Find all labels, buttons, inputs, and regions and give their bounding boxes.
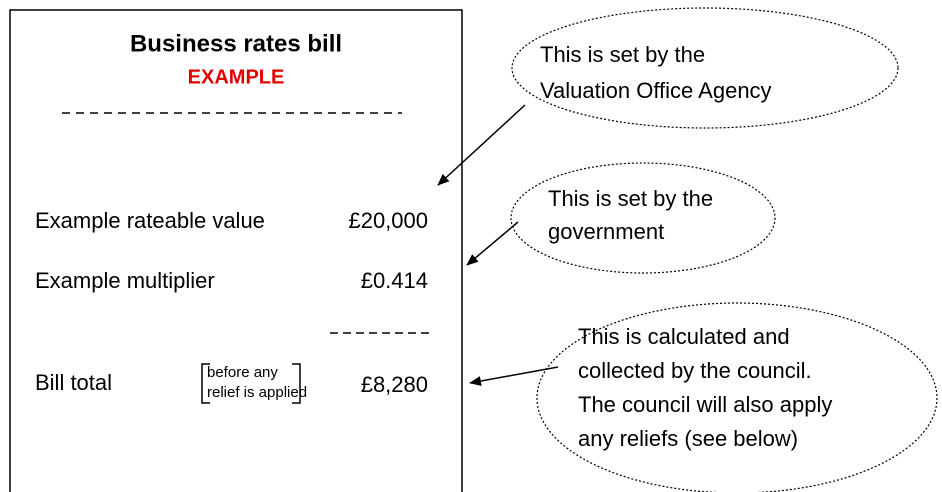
total-value: £8,280	[361, 372, 428, 397]
callout-text: collected by the council.	[578, 358, 812, 383]
note-bracket	[201, 363, 301, 404]
row-label: Example multiplier	[35, 268, 215, 293]
callout-text: The council will also apply	[578, 392, 832, 417]
callout-bubble	[536, 302, 938, 492]
callout-text: This is set by the	[540, 42, 705, 67]
bill-title: Business rates bill	[130, 30, 342, 57]
callout-text: This is set by the	[548, 186, 713, 211]
callout-bubble	[510, 162, 776, 274]
bill-box	[9, 9, 463, 492]
row-value: £0.414	[361, 268, 428, 293]
callout-bubble	[511, 7, 899, 129]
total-label: Bill total	[35, 370, 112, 395]
callout-text: Valuation Office Agency	[540, 78, 772, 103]
row-label: Example rateable value	[35, 208, 265, 233]
arrow	[469, 366, 559, 386]
callout-text: government	[548, 219, 664, 244]
row-value: £20,000	[348, 208, 428, 233]
arrow	[437, 104, 526, 186]
callout-text: This is calculated and	[578, 324, 790, 349]
bill-subtitle: EXAMPLE	[188, 66, 285, 88]
callout-text: any reliefs (see below)	[578, 426, 798, 451]
total-note: relief is applied	[207, 384, 307, 401]
arrow	[466, 221, 519, 266]
total-note: before any	[207, 364, 278, 381]
